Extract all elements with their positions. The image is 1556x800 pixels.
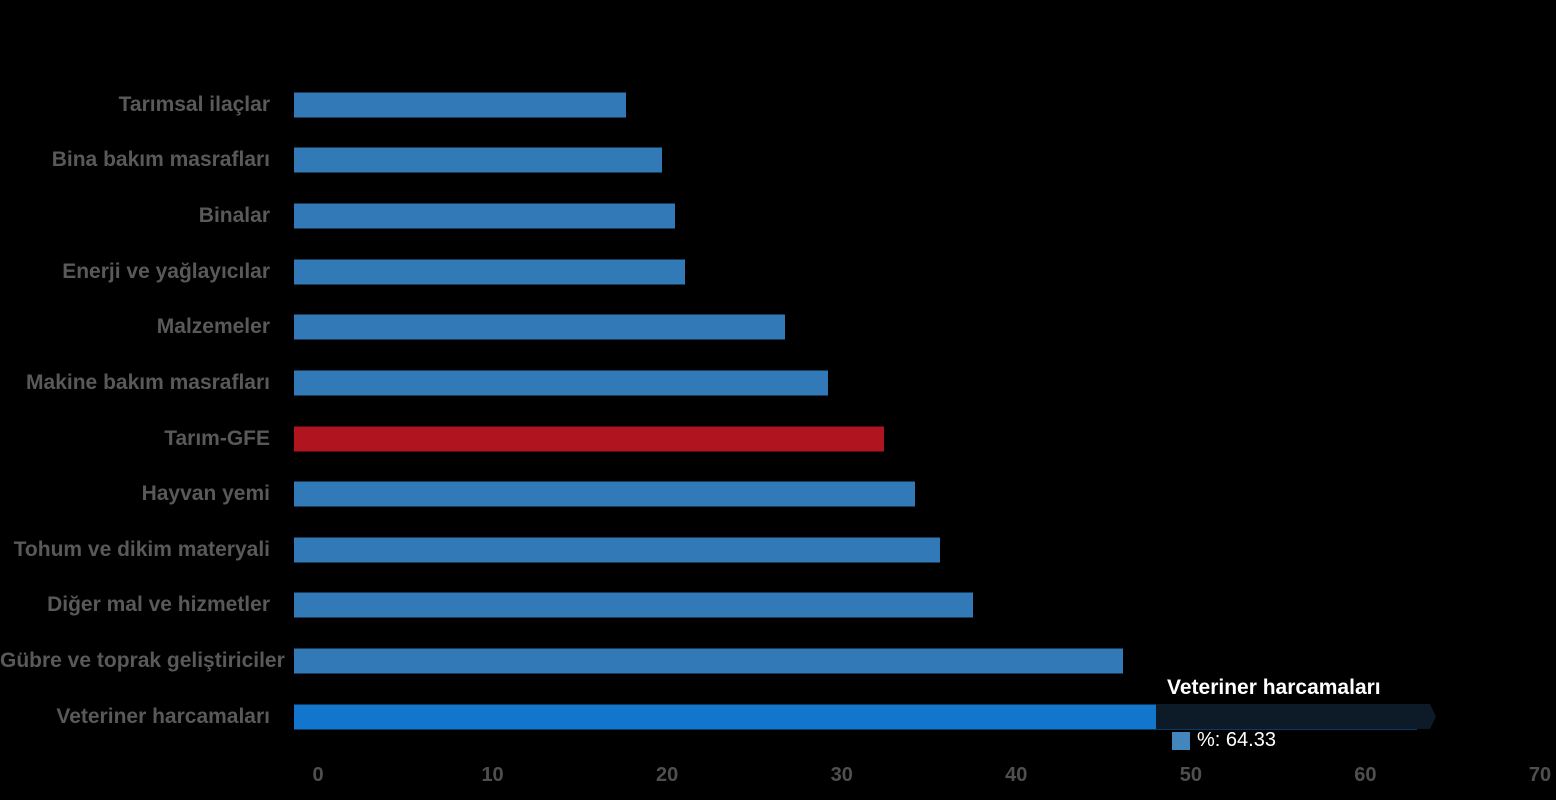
- x-axis-tick-label: 10: [481, 764, 504, 786]
- bar[interactable]: [294, 592, 974, 618]
- bar-area: [294, 188, 1516, 244]
- chart-row: Tohum ve dikim materyali: [0, 522, 1540, 578]
- bar-area: [294, 411, 1516, 467]
- category-label: Tarım-GFE: [164, 426, 270, 450]
- bar-area: [294, 133, 1516, 189]
- chart-row: Binalar: [0, 188, 1540, 244]
- bar-area: [294, 633, 1516, 689]
- chart-row: Tarım-GFE: [0, 411, 1540, 467]
- bar-area: [294, 300, 1516, 356]
- x-axis-tick-label: 70: [1528, 764, 1552, 786]
- category-label: Hayvan yemi: [141, 482, 270, 506]
- category-label: Makine bakım masrafları: [26, 370, 270, 394]
- bar-area: [294, 522, 1516, 578]
- bar[interactable]: [294, 92, 626, 118]
- x-axis-tick-label: 30: [830, 764, 853, 786]
- x-axis: 0 10 20 30 40 50 60 70: [312, 764, 1551, 796]
- chart-row: Malzemeler: [0, 300, 1540, 356]
- tooltip-value-row: %: 64.33: [1172, 729, 1276, 752]
- bar-area: [294, 244, 1516, 300]
- bar[interactable]: [294, 481, 916, 507]
- chart-row: Diğer mal ve hizmetler: [0, 578, 1540, 634]
- category-label: Veteriner harcamaları: [56, 704, 270, 728]
- chart-row: Tarımsal ilaçlar: [0, 77, 1540, 133]
- category-label: Gübre ve toprak geliştiriciler: [0, 649, 285, 673]
- bar[interactable]: [294, 537, 940, 563]
- bar[interactable]: [294, 203, 675, 229]
- bar[interactable]: [294, 426, 885, 452]
- x-axis-tick-label: 0: [312, 764, 324, 786]
- chart-rows: Tarımsal ilaçlar Bina bakım masrafları B…: [0, 77, 1540, 745]
- chart-row: Bina bakım masrafları: [0, 133, 1540, 189]
- tooltip-series-marker-icon: [1172, 731, 1190, 750]
- bar[interactable]: [294, 314, 785, 340]
- bar-area: [294, 77, 1516, 133]
- chart-row: Gübre ve toprak geliştiriciler: [0, 633, 1540, 689]
- bar-area: [294, 466, 1516, 522]
- bar[interactable]: [294, 147, 663, 173]
- chart-row: Enerji ve yağlayıcılar: [0, 244, 1540, 300]
- x-axis-tick-label: 50: [1179, 764, 1202, 786]
- category-label: Tarımsal ilaçlar: [118, 92, 270, 116]
- bar[interactable]: [294, 259, 686, 285]
- tooltip-title: Veteriner harcamaları: [1167, 676, 1381, 699]
- category-label: Malzemeler: [156, 315, 270, 339]
- x-axis-tick-label: 40: [1005, 764, 1028, 786]
- tooltip-value-label: %: 64.33: [1197, 729, 1276, 751]
- category-label: Bina bakım masrafları: [51, 148, 270, 172]
- tooltip-band: [1156, 704, 1441, 729]
- chart-row: Makine bakım masrafları: [0, 355, 1540, 411]
- bar[interactable]: [294, 370, 829, 396]
- category-label: Enerji ve yağlayıcılar: [62, 259, 270, 283]
- bar-area: [294, 355, 1516, 411]
- x-axis-tick-label: 60: [1354, 764, 1377, 786]
- category-label: Binalar: [198, 204, 270, 228]
- category-label: Diğer mal ve hizmetler: [47, 593, 270, 617]
- bar[interactable]: [294, 648, 1124, 674]
- x-axis-tick-label: 20: [656, 764, 679, 786]
- category-label: Tohum ve dikim materyali: [13, 537, 270, 561]
- chart-row: Hayvan yemi: [0, 466, 1540, 522]
- bar-area: [294, 578, 1516, 634]
